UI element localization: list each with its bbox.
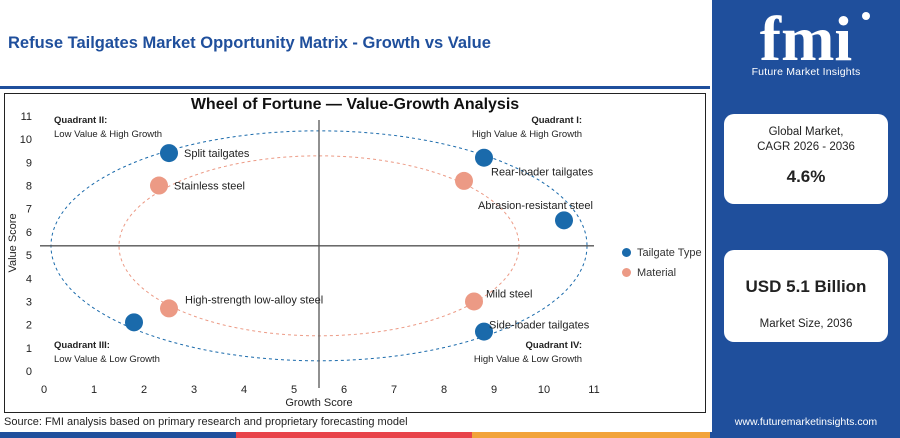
y-tick-label: 11 [21, 111, 32, 123]
y-tick-label: 7 [26, 204, 32, 216]
logo-dot-icon [862, 12, 870, 20]
bar-segment-blue [0, 432, 236, 438]
x-tick-label: 1 [91, 384, 97, 396]
sidebar-panel [712, 0, 900, 438]
logo-subtitle: Future Market Insights [751, 66, 861, 78]
point-material-1 [455, 171, 473, 190]
y-axis-label: Value Score [7, 213, 19, 272]
quadrant-3-title: Quadrant III: [54, 340, 110, 351]
quadrant-1-label: Quadrant I: High Value & High Growth [468, 114, 582, 142]
point-material-2 [160, 299, 178, 318]
legend-material-marker [622, 268, 631, 277]
point-tailgate-3 [125, 313, 143, 332]
point-label: Stainless steel [174, 181, 245, 193]
bar-segment-orange [472, 432, 710, 438]
cagr-value: 4.6% [786, 167, 826, 186]
chart-frame [4, 93, 706, 413]
x-axis-label: Growth Score [285, 397, 352, 409]
page-title: Refuse Tailgates Market Opportunity Matr… [8, 34, 491, 52]
point-tailgate-4 [475, 322, 493, 341]
point-tailgate-1 [475, 148, 493, 167]
market-size-label: Market Size, 2036 [759, 318, 853, 330]
point-label: Abrasion-resistant steel [478, 200, 593, 212]
cagr-card: Global Market, CAGR 2026 - 2036 4.6% [724, 114, 888, 204]
x-tick-label: 2 [141, 384, 147, 396]
x-tick-label: 10 [538, 384, 550, 396]
quadrant-4-label: Quadrant IV: High Value & Low Growth [462, 339, 582, 367]
x-tick-label: 0 [41, 384, 47, 396]
bar-segment-red [236, 432, 472, 438]
y-tick-label: 6 [26, 227, 32, 239]
point-label: Side-loader tailgates [489, 320, 590, 332]
x-tick-label: 5 [291, 384, 297, 396]
quadrant-4-title: Quadrant IV: [525, 340, 582, 351]
y-tick-label: 1 [26, 343, 32, 355]
website-link[interactable]: www.futuremarketinsights.com [734, 416, 878, 428]
point-material-0 [150, 176, 168, 195]
x-tick-label: 4 [241, 384, 247, 396]
point-label: High-strength low-alloy steel [185, 294, 323, 306]
y-tick-label: 4 [26, 273, 32, 285]
cagr-label-1: Global Market, [768, 126, 844, 138]
legend-material-label: Material [637, 267, 677, 279]
x-tick-label: 8 [441, 384, 447, 396]
legend-tailgate-marker [622, 248, 631, 257]
y-tick-label: 0 [26, 366, 32, 378]
point-tailgate-2 [555, 211, 573, 230]
x-tick-label: 6 [341, 384, 347, 396]
point-tailgate-0 [160, 144, 178, 163]
x-tick-label: 7 [391, 384, 397, 396]
quadrant-3-subtitle: Low Value & Low Growth [54, 354, 160, 365]
point-label: Rear-loader tailgates [491, 167, 594, 179]
quadrant-4-subtitle: High Value & Low Growth [473, 354, 582, 365]
quadrant-1-title: Quadrant I: [531, 115, 582, 126]
y-tick-label: 8 [26, 181, 32, 193]
y-tick-label: 2 [26, 320, 32, 332]
header-divider [0, 86, 710, 89]
y-tick-label: 5 [26, 250, 32, 262]
x-tick-label: 9 [491, 384, 497, 396]
quadrant-2-title: Quadrant II: [54, 115, 108, 126]
logo-text: fmi [760, 3, 852, 74]
cagr-label-2: CAGR 2026 - 2036 [757, 141, 855, 153]
x-tick-label: 11 [588, 384, 599, 396]
quadrant-2-label: Quadrant II: Low Value & High Growth [54, 114, 162, 142]
legend-tailgate-type: Tailgate Type [622, 247, 702, 259]
y-tick-label: 10 [20, 134, 32, 146]
legend-tailgate-label: Tailgate Type [637, 247, 702, 259]
chart-title: Wheel of Fortune — Value-Growth Analysis [190, 96, 520, 113]
market-size-value: USD 5.1 Billion [745, 277, 867, 296]
point-material-3 [465, 292, 483, 311]
quadrant-3-label: Quadrant III: Low Value & Low Growth [54, 339, 160, 367]
y-tick-label: 9 [26, 157, 32, 169]
legend-material: Material [622, 267, 676, 279]
source-note: Source: FMI analysis based on primary re… [4, 416, 408, 428]
fmi-logo: fmi [760, 3, 870, 74]
point-label: Mild steel [486, 288, 532, 300]
point-label: Split tailgates [184, 148, 250, 160]
quadrant-2-subtitle: Low Value & High Growth [54, 129, 163, 140]
y-tick-label: 3 [26, 296, 32, 308]
quadrant-1-subtitle: High Value & High Growth [471, 129, 582, 140]
market-size-card: USD 5.1 Billion Market Size, 2036 [724, 250, 888, 342]
scatter-plot: 0 1 2 3 4 5 6 7 8 9 10 11 0 1 2 3 4 5 6 7 8 9 10 11 Growth Score… [7, 111, 600, 409]
x-tick-label: 3 [191, 384, 197, 396]
